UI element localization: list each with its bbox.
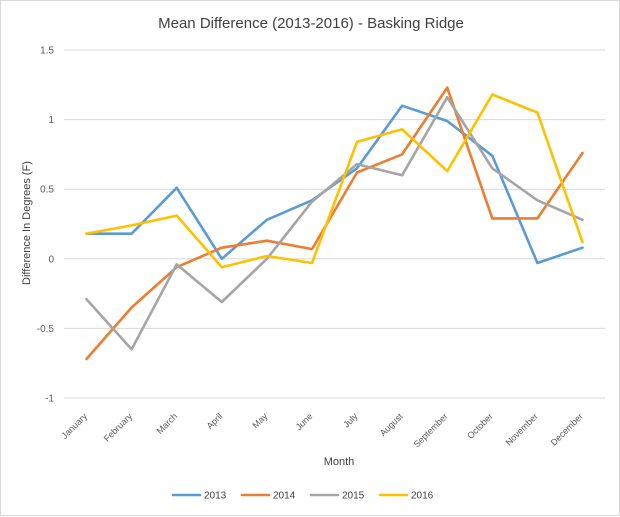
- x-tick-label: February: [102, 411, 135, 444]
- x-tick-label: June: [294, 411, 315, 432]
- legend-label: 2016: [411, 491, 434, 502]
- legend-item-2016: 2016: [378, 491, 434, 502]
- y-tick-label: 1.5: [40, 46, 54, 57]
- series-lines: [85, 86, 584, 361]
- x-tick-label: January: [59, 411, 89, 441]
- legend-label: 2014: [273, 491, 296, 502]
- legend-item-2015: 2015: [309, 491, 365, 502]
- y-tick-label: 0.5: [40, 185, 54, 196]
- x-tick-label: August: [378, 411, 405, 438]
- y-tick-label: -1: [45, 394, 54, 405]
- x-tick-label: November: [504, 411, 540, 447]
- legend-label: 2015: [342, 491, 365, 502]
- x-axis-title: Month: [324, 456, 355, 468]
- legend: 2013 2014 2015 2016: [171, 491, 434, 502]
- x-tick-label: September: [412, 411, 450, 449]
- series-line-2015: [85, 96, 584, 351]
- x-tick-label: May: [250, 411, 269, 430]
- y-tick-label: 1: [48, 115, 54, 126]
- chart-title: Mean Difference (2013-2016) - Basking Ri…: [158, 15, 464, 32]
- y-axis-title: Difference In Degrees (F): [21, 161, 33, 285]
- legend-item-2013: 2013: [171, 491, 227, 502]
- y-axis-ticks: 1.5 1 0.5 0 -0.5 -1: [37, 46, 55, 405]
- x-tick-label: April: [205, 411, 225, 431]
- legend-item-2014: 2014: [240, 491, 296, 502]
- gridlines: [64, 49, 605, 399]
- series-line-2014: [85, 86, 584, 361]
- x-axis-ticks: January February March April May June July Augu…: [59, 411, 585, 450]
- y-tick-label: 0: [48, 254, 54, 265]
- y-tick-label: -0.5: [37, 324, 55, 335]
- x-tick-label: October: [465, 411, 495, 441]
- x-tick-label: July: [341, 411, 360, 430]
- legend-label: 2013: [204, 491, 227, 502]
- x-tick-label: March: [155, 411, 180, 436]
- x-tick-label: December: [549, 411, 585, 447]
- series-line-2016: [85, 93, 584, 269]
